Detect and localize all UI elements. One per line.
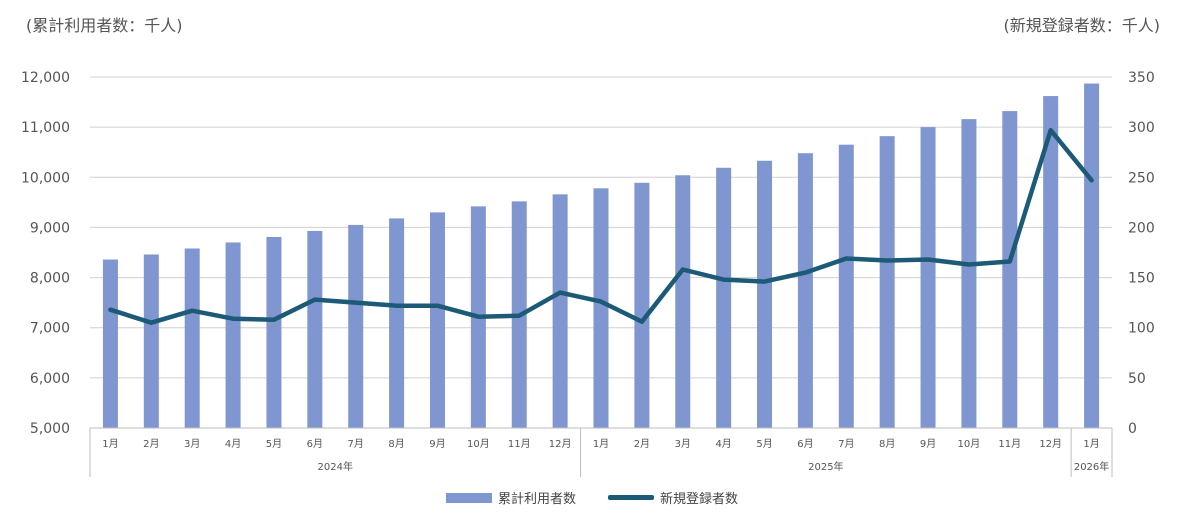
bar (1002, 111, 1018, 429)
x-tick-label: 12月 (1039, 438, 1062, 450)
bar (348, 224, 364, 428)
y-left-tick-label: 9,000 (30, 220, 70, 236)
x-tick-label: 4月 (715, 438, 731, 450)
x-tick-label: 8月 (879, 438, 895, 450)
x-tick-label: 12月 (549, 438, 572, 450)
right-axis-unit-label: (新規登録者数：千人) (1003, 16, 1161, 35)
y-left-tick-label: 10,000 (21, 170, 70, 186)
bar (634, 182, 650, 428)
x-tick-label: 2月 (634, 438, 650, 450)
bar (389, 218, 405, 428)
y-right-tick-label: 300 (1128, 120, 1155, 136)
x-tick-label: 1月 (593, 438, 609, 450)
y-left-tick-label: 12,000 (21, 70, 70, 86)
x-tick-label: 6月 (307, 438, 323, 450)
y-right-tick-label: 200 (1128, 220, 1155, 236)
x-tick-label: 4月 (225, 438, 241, 450)
bar (429, 212, 445, 428)
bar (1084, 83, 1100, 429)
legend-bar-swatch (446, 492, 492, 503)
bar (184, 248, 200, 428)
x-tick-label: 11月 (998, 438, 1021, 450)
legend-item-bar: 累計利用者数 (446, 488, 576, 507)
legend-line-label: 新規登録者数 (660, 492, 739, 507)
x-tick-label: 3月 (675, 438, 691, 450)
bar (920, 127, 936, 429)
bar (879, 136, 895, 428)
bar (102, 259, 118, 428)
y-left-tick-label: 11,000 (21, 120, 70, 136)
x-tick-label: 1月 (1083, 438, 1099, 450)
bar (143, 254, 159, 428)
left-axis-unit-label: (累計利用者数：千人) (26, 16, 183, 35)
bar (675, 175, 691, 428)
x-tick-label: 5月 (266, 438, 282, 450)
x-tick-label: 6月 (797, 438, 813, 450)
x-tick-label: 7月 (348, 438, 364, 450)
y-left-tick-label: 5,000 (30, 421, 70, 437)
chart-legend: 累計利用者数 新規登録者数 (0, 488, 1182, 508)
x-tick-label: 10月 (958, 438, 981, 450)
y-right-tick-label: 0 (1128, 421, 1137, 437)
bar (797, 153, 813, 428)
bar (225, 242, 241, 428)
x-tick-label: 9月 (920, 438, 936, 450)
bar (307, 230, 323, 428)
y-left-tick-label: 8,000 (30, 271, 70, 287)
y-left-tick-label: 7,000 (30, 321, 70, 337)
y-right-tick-label: 100 (1128, 321, 1155, 337)
x-tick-label: 2月 (143, 438, 159, 450)
y-right-tick-label: 150 (1128, 271, 1155, 287)
legend-item-line: 新規登録者数 (608, 488, 738, 507)
x-tick-label: 11月 (508, 438, 531, 450)
y-right-tick-label: 50 (1128, 371, 1146, 387)
x-group-label: 2024年 (318, 460, 353, 473)
bar (716, 167, 732, 428)
x-tick-label: 7月 (838, 438, 854, 450)
bar (838, 144, 854, 428)
x-tick-label: 9月 (429, 438, 445, 450)
x-tick-label: 5月 (756, 438, 772, 450)
y-left-tick-label: 6,000 (30, 371, 70, 387)
bar (552, 194, 568, 428)
bar (961, 119, 977, 429)
legend-line-swatch (608, 495, 654, 500)
x-tick-label: 1月 (102, 438, 118, 450)
x-group-label: 2025年 (808, 460, 843, 473)
legend-bar-label: 累計利用者数 (498, 492, 577, 507)
x-group-label: 2026年 (1074, 460, 1109, 473)
bar (757, 160, 773, 428)
x-tick-label: 10月 (467, 438, 490, 450)
bar (1043, 96, 1059, 428)
x-tick-label: 3月 (184, 438, 200, 450)
y-right-tick-label: 250 (1128, 170, 1155, 186)
y-right-tick-label: 350 (1128, 70, 1155, 86)
bar (266, 236, 282, 428)
x-tick-label: 8月 (388, 438, 404, 450)
bar (593, 188, 609, 428)
